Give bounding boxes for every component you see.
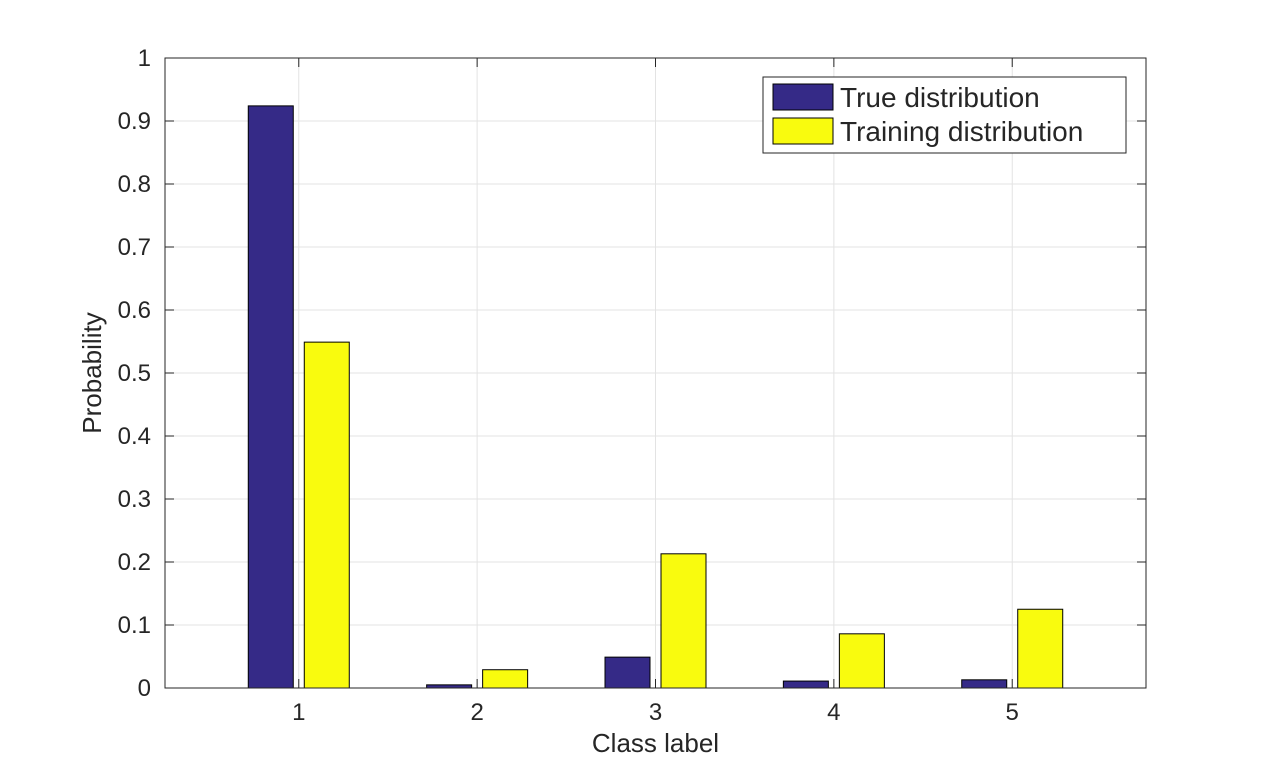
y-tick-label: 0 <box>138 675 151 702</box>
x-tick-label: 4 <box>827 699 840 726</box>
x-tick-label: 3 <box>649 699 662 726</box>
bar-training-2 <box>482 669 529 689</box>
bar-training-1 <box>303 341 350 689</box>
bar-training-3 <box>660 553 707 689</box>
x-axis-label: Class label <box>592 728 719 758</box>
bar-true-4 <box>782 680 829 689</box>
axis-ticks: 0 0.1 0.2 0.3 0.4 0.5 0.6 0.7 0.8 0.9 1 1 2 3 4 5 <box>118 45 1146 726</box>
x-tick-label: 5 <box>1006 699 1019 726</box>
y-tick-label: 0.8 <box>118 171 151 198</box>
y-tick-label: 0.5 <box>118 360 151 387</box>
y-tick-label: 0.3 <box>118 486 151 513</box>
legend-label-training-distribution: Training distribution <box>840 116 1083 147</box>
bar-true-3 <box>604 656 651 689</box>
bars <box>247 105 1064 689</box>
y-tick-label: 0.7 <box>118 234 151 261</box>
legend-swatch-training-distribution <box>772 117 834 145</box>
y-axis-label: Probability <box>77 312 107 433</box>
legend-swatch-true-distribution <box>772 83 834 111</box>
x-tick-label: 1 <box>292 699 305 726</box>
y-tick-label: 1 <box>138 45 151 72</box>
bar-training-5 <box>1017 608 1064 689</box>
y-tick-label: 0.1 <box>118 612 151 639</box>
y-tick-label: 0.2 <box>118 549 151 576</box>
legend-label-true-distribution: True distribution <box>840 82 1040 113</box>
legend: True distribution Training distribution <box>762 76 1127 154</box>
y-tick-label: 0.9 <box>118 108 151 135</box>
bar-true-5 <box>961 679 1008 689</box>
y-tick-label: 0.6 <box>118 297 151 324</box>
y-tick-label: 0.4 <box>118 423 151 450</box>
bar-true-1 <box>247 105 294 689</box>
bar-training-4 <box>838 633 885 689</box>
x-tick-label: 2 <box>470 699 483 726</box>
